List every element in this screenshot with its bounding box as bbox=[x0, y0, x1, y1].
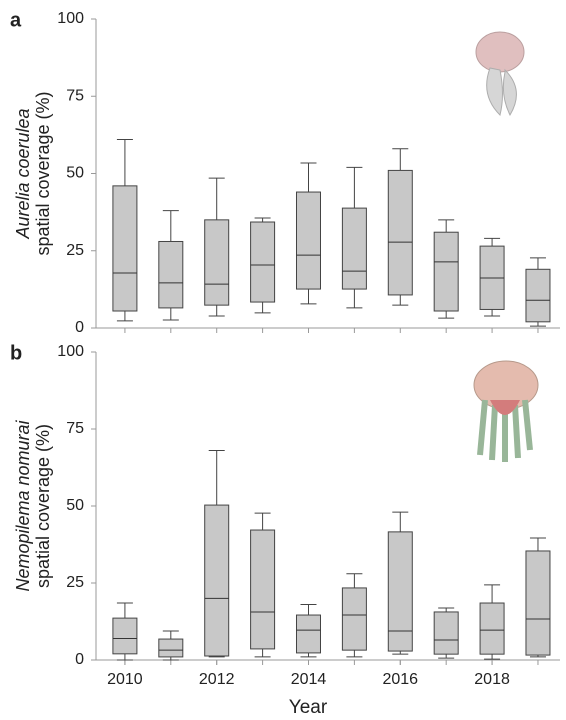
x-tick-label: 2016 bbox=[382, 671, 418, 688]
x-tick-label: 2014 bbox=[291, 671, 327, 688]
box bbox=[158, 240, 184, 309]
y-tick-label: 75 bbox=[66, 87, 84, 104]
x-tick-label: 2012 bbox=[199, 671, 235, 688]
box bbox=[341, 587, 367, 651]
y-axis-label: spatial coverage (%) bbox=[33, 91, 53, 255]
y-tick-label: 50 bbox=[66, 497, 84, 514]
box bbox=[204, 219, 230, 306]
box bbox=[112, 617, 138, 655]
panel-label: b bbox=[10, 342, 22, 364]
box bbox=[479, 602, 505, 655]
box bbox=[158, 638, 184, 658]
y-axis-label: Aurelia coerulea bbox=[13, 108, 33, 239]
x-tick-label: 2018 bbox=[474, 671, 510, 688]
y-tick-label: 75 bbox=[66, 420, 84, 437]
y-tick-label: 0 bbox=[75, 319, 84, 336]
y-tick-label: 0 bbox=[75, 651, 84, 668]
y-tick-label: 100 bbox=[57, 343, 84, 360]
box bbox=[295, 191, 321, 290]
box bbox=[433, 231, 459, 312]
jellyfish-a-icon bbox=[475, 31, 525, 117]
x-tick-label: 2010 bbox=[107, 671, 143, 688]
box bbox=[204, 504, 230, 657]
box bbox=[433, 611, 459, 655]
box bbox=[112, 185, 138, 312]
box bbox=[387, 169, 413, 296]
panel-label: a bbox=[10, 9, 22, 31]
y-tick-label: 25 bbox=[66, 242, 84, 259]
box bbox=[387, 531, 413, 652]
y-tick-label: 100 bbox=[57, 10, 84, 27]
y-axis-label: spatial coverage (%) bbox=[33, 424, 53, 588]
box bbox=[250, 221, 276, 303]
y-tick-label: 50 bbox=[66, 165, 84, 182]
x-axis-label: Year bbox=[289, 697, 328, 718]
box bbox=[341, 207, 367, 290]
y-tick-label: 25 bbox=[66, 574, 84, 591]
box bbox=[295, 614, 321, 654]
jellyfish-b-icon bbox=[473, 360, 539, 462]
y-axis-label: Nemopilema nomurai bbox=[13, 419, 33, 591]
box bbox=[525, 268, 551, 323]
box bbox=[525, 550, 551, 656]
box bbox=[250, 529, 276, 650]
